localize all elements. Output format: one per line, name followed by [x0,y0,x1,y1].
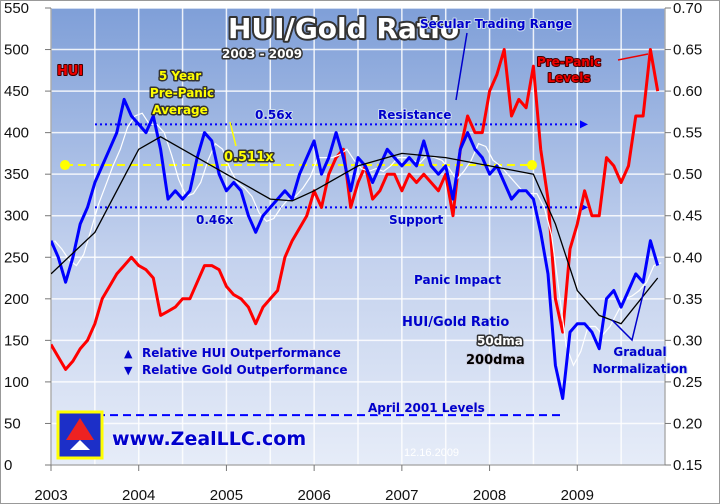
resistance-label: Resistance [378,108,451,122]
average-arrow [229,121,237,147]
right-tick-label: 0.20 [673,415,702,432]
x-tick-label: 2007 [385,487,418,504]
hui-series-line [51,48,660,371]
average-label-3: Average [152,103,208,117]
average-label-1: 5 Year [159,69,201,83]
x-tick-label: 2004 [122,487,155,504]
left-tick-label: 300 [4,208,29,225]
left-tick-label: 500 [4,42,29,59]
left-axis: 0 50 100 150 200 250 300 350 400 450 500 550 [4,0,51,474]
right-axis: 0.15 0.20 0.25 0.30 0.35 0.40 0.45 0.50 0.55 0.60… [665,0,702,474]
x-tick-label: 2009 [561,487,594,504]
right-tick-label: 0.70 [673,0,702,17]
secular-arrow [455,32,468,101]
right-tick-label: 0.30 [673,332,702,349]
right-tick-label: 0.60 [673,83,702,100]
right-tick-label: 0.35 [673,291,702,308]
ratio-series-line [51,97,660,400]
zeal-logo [56,410,104,460]
annotations: HUI 5 Year Pre-Panic Average 0.511x 0.56… [56,16,688,460]
secular-range-label: Secular Trading Range [420,17,572,31]
legend-ratio: HUI/Gold Ratio [402,315,509,330]
reference-lines [58,120,588,420]
right-tick-label: 0.40 [673,249,702,266]
grid [50,7,666,466]
right-tick-label: 0.25 [673,374,702,391]
x-tick-label: 2003 [34,487,67,504]
chart-title: HUI/Gold Ratio [228,12,459,45]
left-tick-label: 550 [4,0,29,17]
chart-subtitle: 2003 - 2009 [222,47,302,61]
right-tick-label: 0.15 [673,457,702,474]
support-label: Support [389,213,444,227]
left-tick-label: 150 [4,332,29,349]
left-tick-label: 100 [4,374,29,391]
hui-outperformance-arrow-icon: ▲ [124,347,133,360]
gradual-arrows [611,285,646,342]
pre-panic-label-1: Pre-Panic [537,55,601,69]
left-tick-label: 250 [4,249,29,266]
pre-panic-arrow [617,53,649,61]
right-tick-label: 0.50 [673,166,702,183]
left-tick-label: 350 [4,166,29,183]
arrow-right-icon [580,120,588,129]
average-value-label: 0.511x [224,150,274,165]
panic-impact-label: Panic Impact [414,273,501,287]
date-label: 12.16.2009 [404,447,459,459]
legend-50dma: 50dma [477,334,523,348]
left-tick-label: 450 [4,83,29,100]
hui-outperformance-label: Relative HUI Outperformance [142,346,341,360]
x-tick-label: 2005 [210,487,243,504]
average-label-2: Pre-Panic [150,86,214,100]
average-endpoint [527,160,537,171]
left-tick-label: 400 [4,125,29,142]
legend-200dma: 200dma [466,353,525,368]
website-label: www.ZealLLC.com [112,428,306,450]
april-2001-label: April 2001 Levels [368,401,485,415]
support-value-label: 0.46x [196,213,234,227]
x-axis: 2003 2004 2005 2006 2007 2008 2009 [34,465,594,504]
x-tick-label: 2008 [473,487,506,504]
gold-outperformance-arrow-icon: ▼ [124,364,133,377]
left-tick-label: 50 [4,415,21,432]
right-tick-label: 0.65 [673,42,702,59]
series-lines [51,48,662,400]
resistance-value-label: 0.56x [255,108,293,122]
right-tick-label: 0.55 [673,125,702,142]
x-tick-label: 2006 [297,487,330,504]
gradual-label-1: Gradual [613,345,666,359]
gold-outperformance-label: Relative Gold Outperformance [142,363,347,377]
gradual-label-2: Normalization [593,362,688,376]
left-tick-label: 0 [4,457,12,474]
left-tick-label: 200 [4,291,29,308]
average-endpoint [60,160,70,171]
ratio-200dma-line [51,136,659,325]
right-tick-label: 0.45 [673,208,702,225]
pre-panic-label-2: Levels [547,71,590,85]
hui-label: HUI [57,64,83,79]
